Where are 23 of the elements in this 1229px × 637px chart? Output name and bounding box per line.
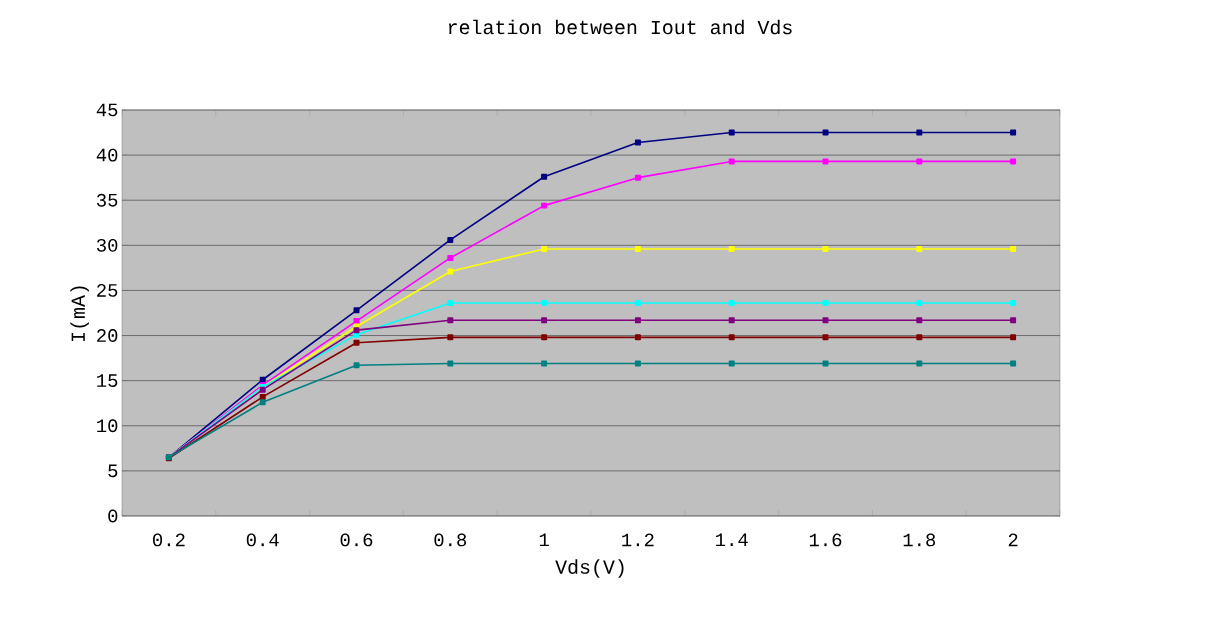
y-tick-label: 45 [96,103,118,117]
chart-title: relation between Iout and Vds [448,19,792,35]
x-tick-label: 0.4 [246,533,279,547]
y-tick-label: 40 [96,148,118,162]
y-tick-label: 35 [96,193,118,207]
y-tick-label: 5 [108,464,118,478]
y-tick-label: 20 [97,329,118,342]
y-tick-label: 10 [97,419,118,433]
y-tick-label: 25 [97,284,118,297]
x-tick-label: 0.2 [153,533,185,547]
x-tick-label: 1.8 [903,533,936,547]
y-tick-label: 0 [108,509,118,523]
x-axis-title: Vds(V) [555,559,624,578]
x-tick-label: 1.4 [716,533,748,546]
x-tick-label: 0.8 [434,533,467,547]
x-tick-label: 2 [1008,533,1018,547]
x-tick-label: 1 [539,533,549,546]
y-axis-title: I(mA) [70,286,89,341]
y-tick-label: 30 [96,238,118,252]
x-tick-label: 1.2 [622,533,654,547]
x-tick-label: 1.6 [809,533,842,547]
x-tick-label: 0.6 [340,533,373,547]
y-tick-label: 15 [97,374,118,387]
